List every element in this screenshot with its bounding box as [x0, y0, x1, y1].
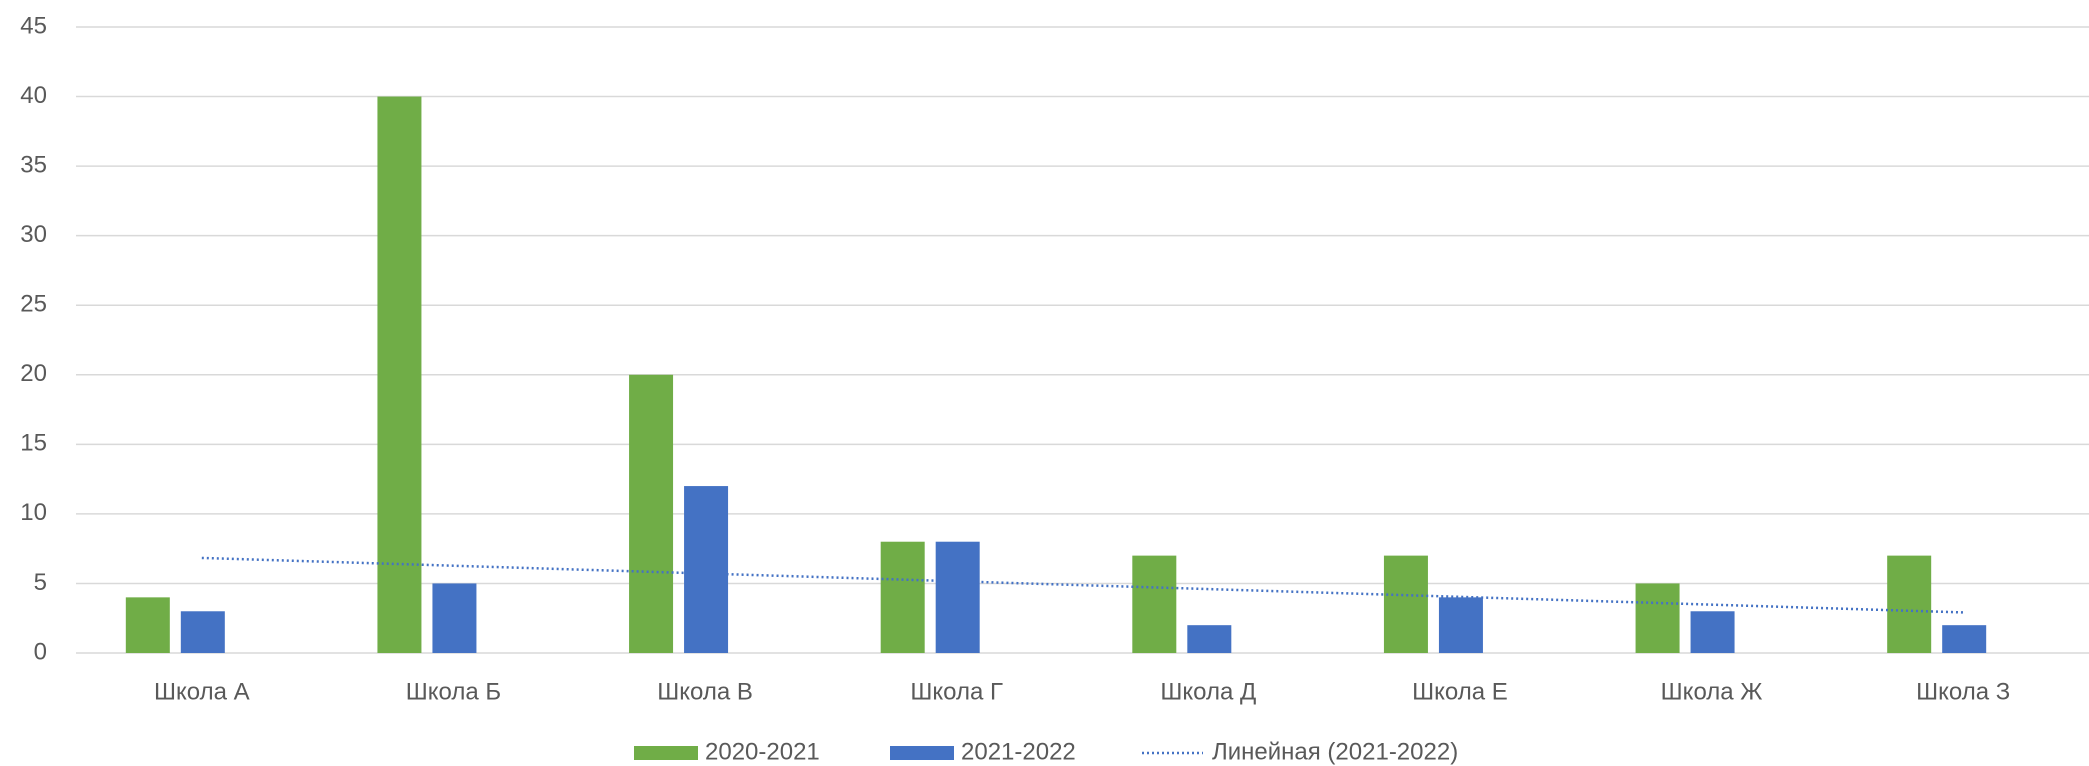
bar	[377, 96, 422, 654]
bar	[629, 374, 674, 653]
x-tick-label: Школа Ж	[1661, 678, 1763, 705]
legend-swatch	[634, 746, 698, 760]
x-tick-label: Школа В	[657, 678, 753, 705]
x-tick-label: Школа Е	[1412, 678, 1508, 705]
bar	[935, 541, 980, 653]
y-tick-label: 15	[20, 430, 47, 457]
y-tick-label: 45	[20, 12, 47, 39]
bar	[684, 486, 729, 653]
bar	[1690, 611, 1735, 653]
y-tick-label: 20	[20, 360, 47, 387]
bar	[1887, 555, 1932, 653]
legend-label: 2021-2022	[961, 738, 1076, 765]
bar	[432, 583, 477, 653]
bar	[1132, 555, 1177, 653]
bar	[180, 611, 225, 653]
legend-label: Линейная (2021-2022)	[1212, 738, 1458, 765]
bar	[1438, 597, 1483, 653]
trendline	[201, 556, 1964, 614]
bar	[1383, 555, 1428, 653]
x-tick-label: Школа Б	[406, 678, 501, 705]
x-tick-label: Школа А	[154, 678, 250, 705]
bar	[880, 541, 925, 653]
bar	[1187, 625, 1232, 653]
bar	[1635, 583, 1680, 653]
legend-label: 2020-2021	[705, 738, 820, 765]
bar	[125, 597, 170, 653]
y-tick-label: 5	[34, 569, 47, 596]
x-tick-label: Школа З	[1916, 678, 2010, 705]
y-tick-label: 10	[20, 499, 47, 526]
y-tick-label: 0	[34, 638, 47, 665]
x-tick-label: Школа Д	[1160, 678, 1256, 705]
legend-swatch	[890, 746, 954, 760]
bar	[1942, 625, 1987, 653]
y-tick-label: 40	[20, 82, 47, 109]
y-tick-label: 35	[20, 151, 47, 178]
x-tick-label: Школа Г	[910, 678, 1003, 705]
y-tick-label: 25	[20, 291, 47, 318]
y-tick-label: 30	[20, 221, 47, 248]
